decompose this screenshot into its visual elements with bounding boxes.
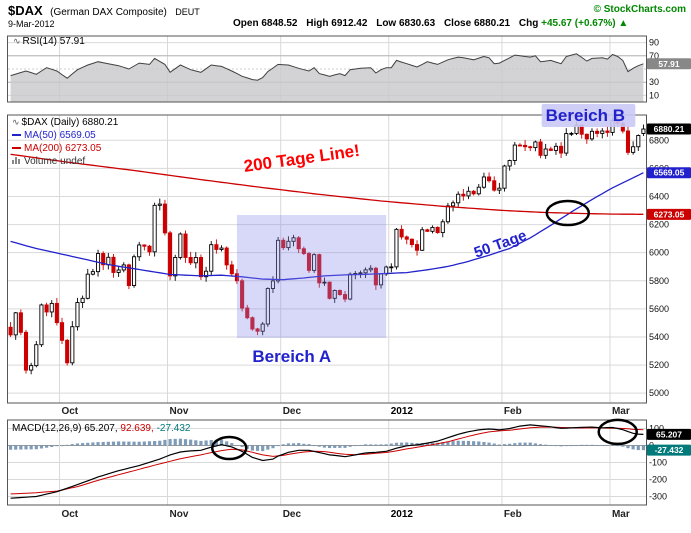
- svg-text:10: 10: [649, 90, 659, 100]
- svg-text:5200: 5200: [649, 360, 669, 370]
- high-value: 6912.42: [331, 18, 368, 29]
- svg-text:90: 90: [649, 38, 659, 48]
- chg-up-arrow-icon: ▲: [618, 18, 629, 29]
- high-label: High: [306, 18, 329, 29]
- chart-canvas: 9070301057.91680066006400620060005800560…: [7, 35, 691, 520]
- svg-text:Feb: Feb: [504, 406, 522, 417]
- chg-label: Chg: [518, 18, 539, 29]
- svg-text:-300: -300: [649, 492, 667, 502]
- svg-text:Feb: Feb: [504, 509, 522, 520]
- low-value: 6830.63: [399, 18, 436, 29]
- annotations: 200 Tage Line! Bereich B 50 Tage Bereich A: [210, 104, 638, 461]
- low-label: Low: [376, 18, 397, 29]
- svg-text:Mar: Mar: [612, 406, 630, 417]
- svg-text:6569.05: 6569.05: [654, 168, 685, 178]
- svg-text:30: 30: [649, 77, 659, 87]
- circle-annotation: [597, 418, 638, 446]
- x-axis-labels: Oct Nov Dec 2012 Feb Mar Oct Nov Dec 2012 Feb Mar: [61, 406, 629, 520]
- svg-text:6273.05: 6273.05: [654, 209, 685, 219]
- chart-header: $DAX (German DAX Composite) DEUT: [8, 2, 200, 20]
- svg-text:5000: 5000: [649, 388, 669, 398]
- chart-date: 9-Mar-2012: [8, 19, 55, 29]
- open-label: Open: [233, 18, 259, 29]
- svg-text:70: 70: [649, 51, 659, 61]
- copyright: © StockCharts.com: [593, 4, 686, 15]
- close-value: 6880.21: [473, 18, 511, 29]
- svg-text:Nov: Nov: [170, 509, 189, 520]
- svg-text:6800: 6800: [649, 135, 669, 145]
- highlight-region: [236, 215, 387, 338]
- svg-text:Nov: Nov: [170, 406, 189, 417]
- circle-annotation: [210, 435, 248, 461]
- svg-text:-27.432: -27.432: [655, 445, 684, 455]
- svg-text:100: 100: [649, 424, 664, 434]
- svg-text:65.207: 65.207: [656, 429, 682, 439]
- svg-text:Mar: Mar: [612, 509, 630, 520]
- svg-text:57.91: 57.91: [658, 59, 680, 69]
- svg-text:6400: 6400: [649, 191, 669, 201]
- ticker-name: (German DAX Composite): [50, 7, 167, 18]
- annotation-text: Bereich B: [546, 106, 625, 125]
- annotation-text: 200 Tage Line!: [243, 141, 361, 176]
- svg-text:6200: 6200: [649, 220, 669, 230]
- svg-text:5600: 5600: [649, 304, 669, 314]
- exchange-code: DEUT: [175, 7, 200, 17]
- svg-text:5800: 5800: [649, 276, 669, 286]
- open-value: 6848.52: [261, 18, 298, 29]
- svg-text:-100: -100: [649, 458, 667, 468]
- ticker-symbol: $DAX: [8, 3, 43, 18]
- close-label: Close: [443, 18, 472, 29]
- svg-text:2012: 2012: [391, 406, 414, 417]
- price-panel: 6800660064006200600058005600540052005000…: [7, 114, 691, 404]
- svg-text:5400: 5400: [649, 332, 669, 342]
- svg-text:6880.21: 6880.21: [654, 124, 685, 134]
- annotation-text: 50 Tage: [472, 227, 529, 262]
- chg-value: +45.67 (+0.67%): [541, 18, 616, 29]
- svg-text:Dec: Dec: [283, 406, 302, 417]
- svg-text:Oct: Oct: [61, 406, 78, 417]
- quote-bar: Open 6848.52 High 6912.42 Low 6830.63 Cl…: [233, 18, 634, 29]
- annotation-text: Bereich A: [252, 347, 331, 366]
- svg-text:Oct: Oct: [61, 509, 78, 520]
- svg-text:Dec: Dec: [283, 509, 302, 520]
- svg-text:-200: -200: [649, 475, 667, 485]
- svg-text:6000: 6000: [649, 248, 669, 258]
- rsi-panel: 90 70 30 10 57.91: [7, 35, 691, 103]
- circle-annotation: [545, 199, 591, 227]
- svg-text:2012: 2012: [391, 509, 414, 520]
